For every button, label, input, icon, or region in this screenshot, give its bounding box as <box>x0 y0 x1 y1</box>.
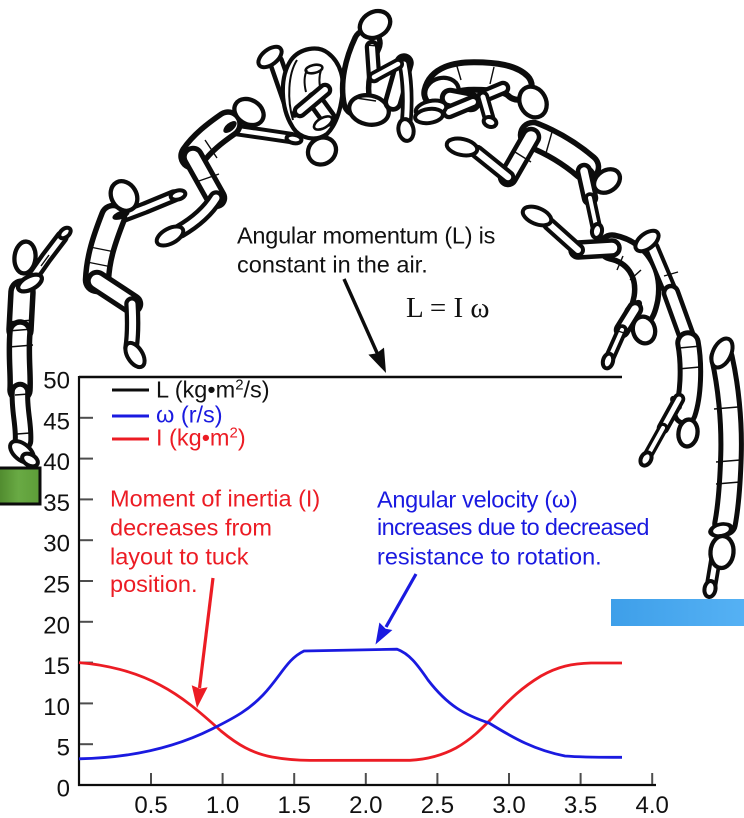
svg-text:0: 0 <box>57 776 70 803</box>
svg-text:5: 5 <box>57 735 70 762</box>
svg-text:Angular momentum (L) is: Angular momentum (L) is <box>237 223 495 249</box>
svg-text:0.5: 0.5 <box>134 792 167 818</box>
svg-text:I (kg•m2): I (kg•m2) <box>156 425 246 451</box>
svg-text:2.0: 2.0 <box>349 792 382 818</box>
svg-text:2.5: 2.5 <box>421 792 454 818</box>
svg-text:3.0: 3.0 <box>492 792 525 818</box>
svg-text:resistance to rotation.: resistance to rotation. <box>377 543 602 569</box>
svg-text:1.5: 1.5 <box>278 792 311 818</box>
svg-text:15: 15 <box>43 653 70 680</box>
svg-text:4.0: 4.0 <box>636 792 669 818</box>
svg-text:35: 35 <box>43 490 70 517</box>
svg-text:30: 30 <box>43 531 70 558</box>
svg-text:L = I ω: L = I ω <box>406 292 490 324</box>
svg-text:3.5: 3.5 <box>564 792 597 818</box>
svg-text:ω (r/s): ω (r/s) <box>156 402 223 428</box>
svg-text:constant in the air.: constant in the air. <box>237 252 428 278</box>
svg-text:25: 25 <box>43 572 70 599</box>
svg-text:50: 50 <box>43 367 70 394</box>
svg-text:40: 40 <box>43 449 70 476</box>
svg-text:10: 10 <box>43 694 70 721</box>
svg-text:20: 20 <box>43 612 70 639</box>
svg-text:45: 45 <box>43 408 70 435</box>
svg-text:1.0: 1.0 <box>206 792 239 818</box>
svg-text:Moment of inertia (I): Moment of inertia (I) <box>110 486 320 512</box>
svg-text:increases due to decreased: increases due to decreased <box>377 514 649 540</box>
svg-text:decreases from: decreases from <box>110 515 272 541</box>
svg-text:Angular velocity (ω): Angular velocity (ω) <box>377 486 577 512</box>
svg-text:L (kg•m2/s): L (kg•m2/s) <box>156 377 270 403</box>
svg-text:layout to tuck: layout to tuck <box>110 544 249 570</box>
svg-text:position.: position. <box>110 571 198 597</box>
